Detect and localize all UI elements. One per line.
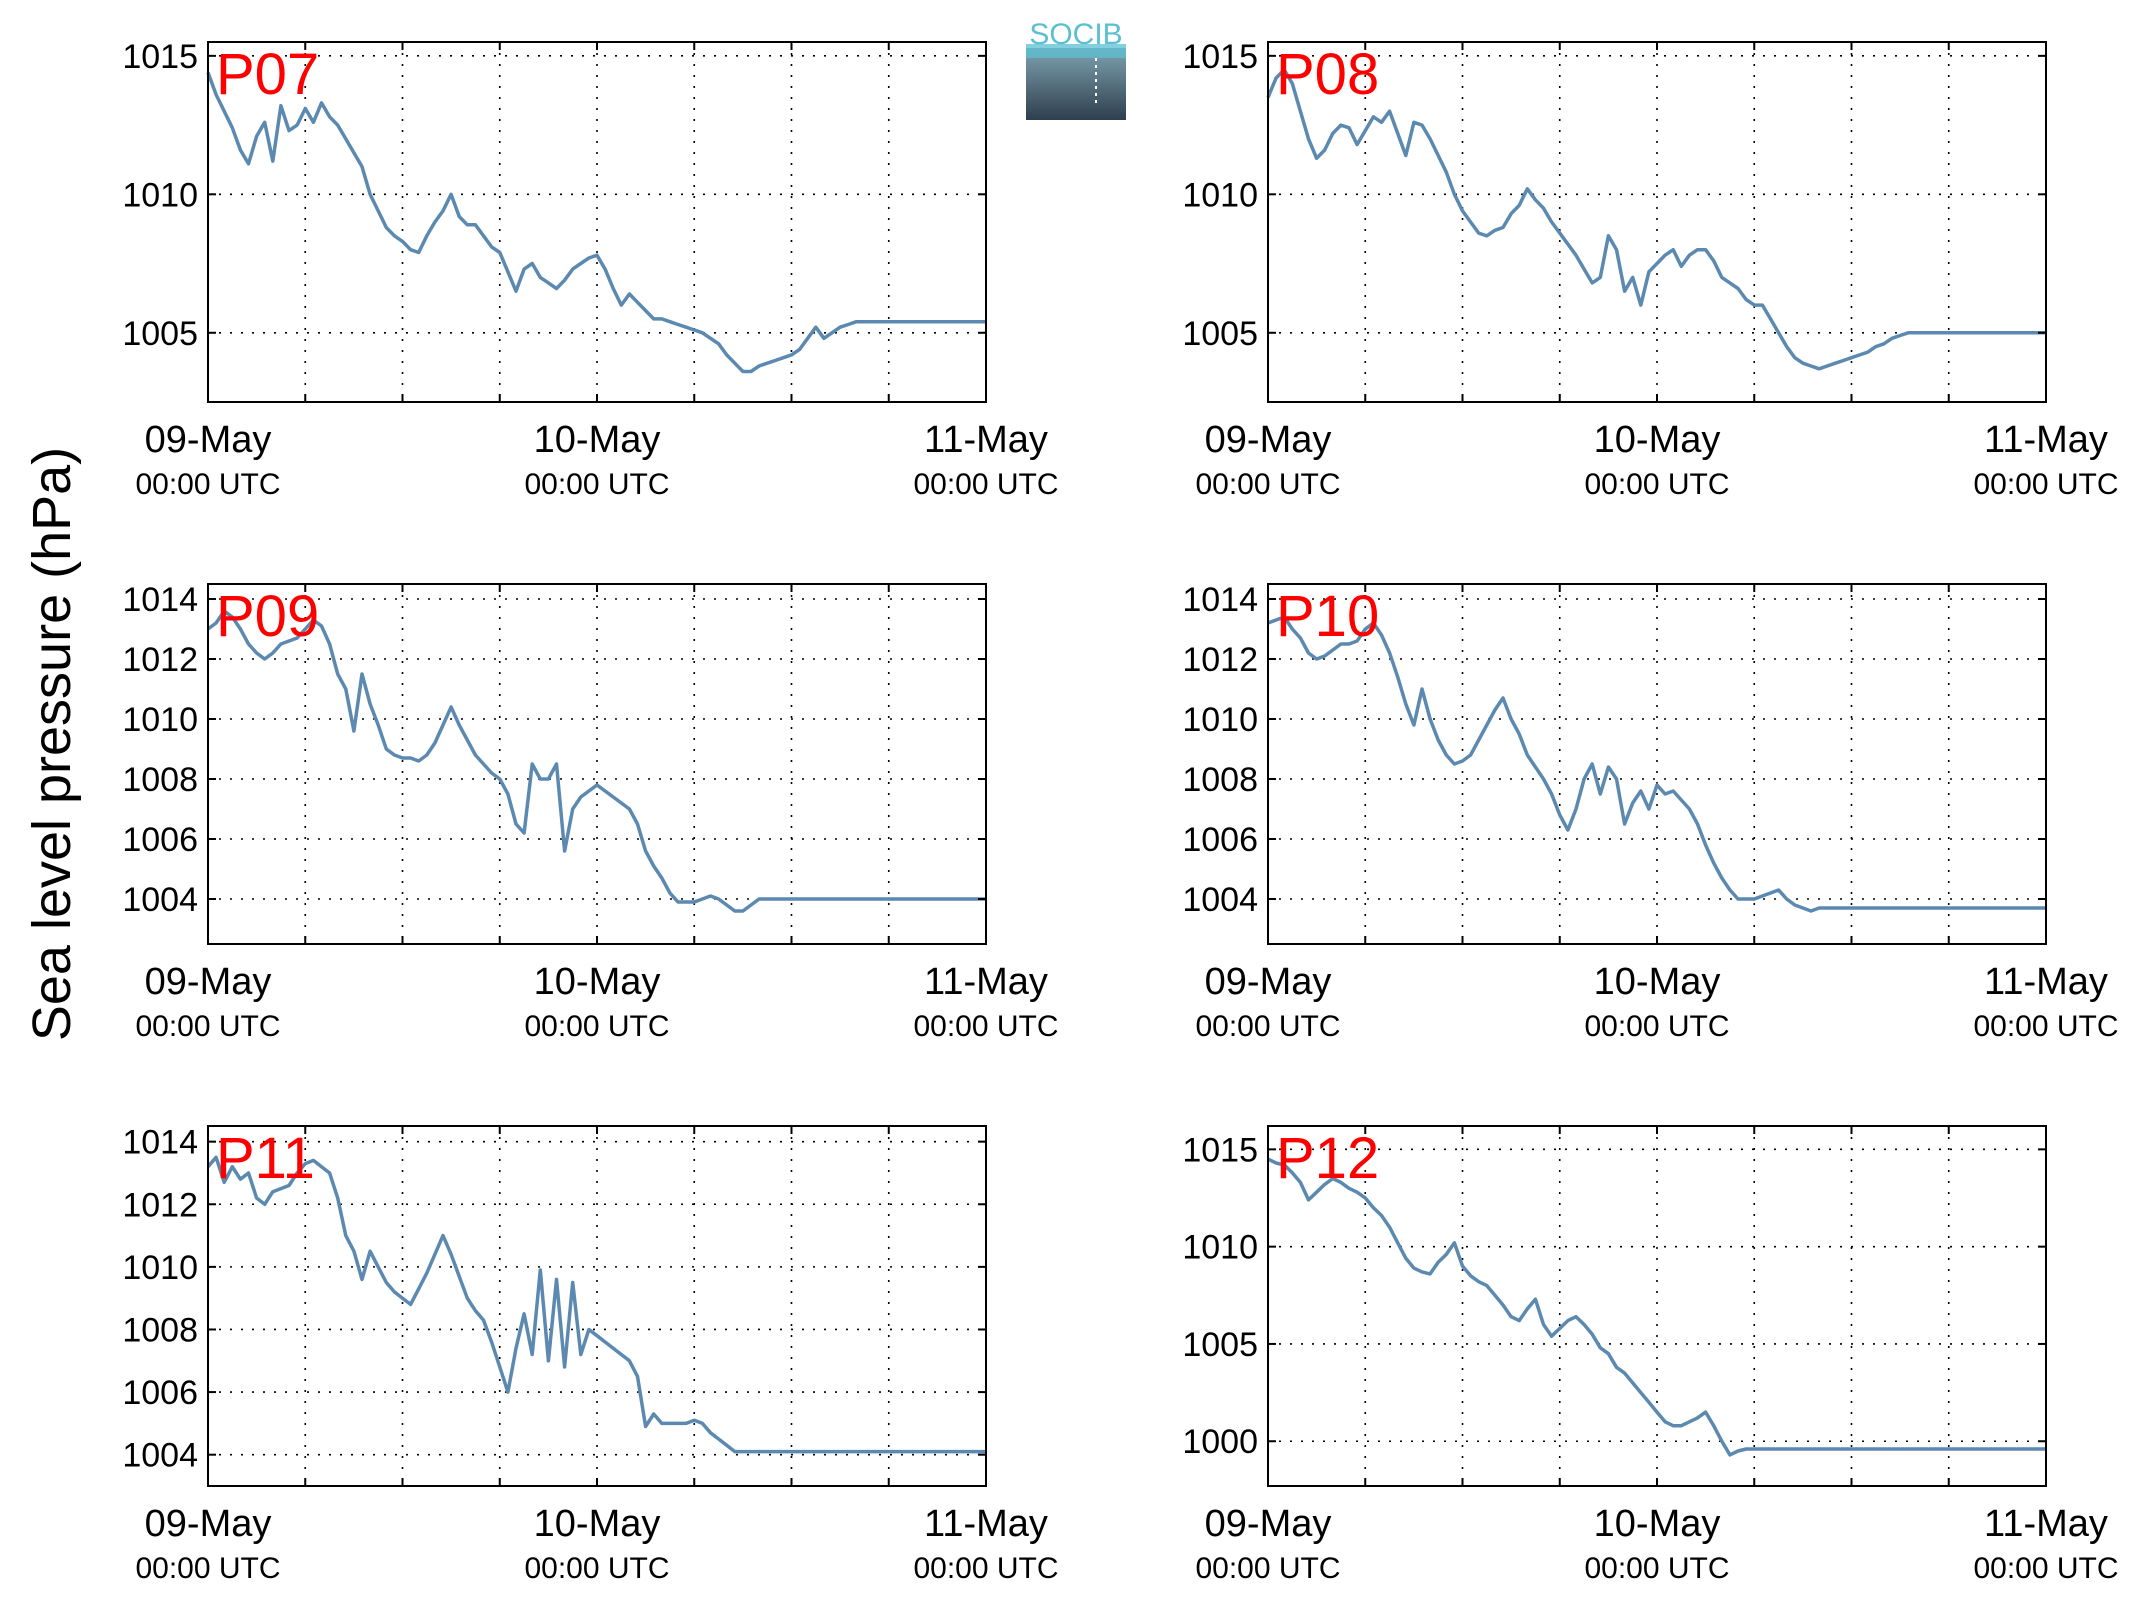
panel-label-p10: P10: [1276, 584, 1379, 649]
panel-p08: 1005 1010 1015 09-May 00:00 UTC 10-May 00:00 U…: [1182, 38, 2118, 501]
x-tick-label-date: 10-May: [534, 1503, 661, 1545]
x-tick-label-time: 00:00 UTC: [913, 1552, 1058, 1585]
y-tick-label: 1014: [1182, 581, 1258, 619]
y-tick-label: 1004: [122, 1437, 198, 1475]
y-tick-label: 1008: [122, 761, 198, 799]
y-tick-label: 1014: [122, 1124, 198, 1162]
y-tick-label: 1010: [1182, 1229, 1258, 1267]
logo-top-band: [1026, 44, 1126, 58]
x-tick-label-date: 11-May: [924, 419, 1048, 461]
x-tick-label-time: 00:00 UTC: [524, 468, 669, 501]
y-tick-label: 1005: [1182, 1326, 1258, 1364]
x-tick-label-date: 11-May: [1984, 1503, 2108, 1545]
panel-label-p11: P11: [216, 1126, 315, 1191]
x-tick-label-time: 00:00 UTC: [1973, 1010, 2118, 1043]
x-tick-label-time: 00:00 UTC: [135, 468, 280, 501]
axes-frame: [207, 583, 987, 945]
x-tick-label-date: 09-May: [145, 1503, 272, 1545]
panel-p12: 1000 1005 1010 1015 09-May 00:00 UTC 10-May 00:…: [1182, 1125, 2119, 1585]
x-tick-label-time: 00:00 UTC: [135, 1552, 280, 1585]
y-tick-label: 1012: [1182, 641, 1258, 679]
y-tick-label: 1010: [122, 1249, 198, 1287]
x-tick-label-time: 00:00 UTC: [1973, 468, 2118, 501]
y-tick-label: 1005: [1182, 315, 1258, 353]
x-tick-label-time: 00:00 UTC: [913, 468, 1058, 501]
series-line-p07: [206, 71, 986, 374]
x-tick-label-date: 09-May: [1205, 1503, 1332, 1545]
x-tick-label-date: 09-May: [145, 419, 272, 461]
x-tick-label-time: 00:00 UTC: [913, 1010, 1058, 1043]
x-tick-label-date: 10-May: [534, 419, 661, 461]
x-tick-label-date: 10-May: [1594, 419, 1721, 461]
x-tick-label-date: 11-May: [924, 1503, 1048, 1545]
y-tick-label: 1010: [122, 176, 198, 214]
y-tick-label: 1004: [122, 881, 198, 919]
x-tick-label-date: 09-May: [1205, 961, 1332, 1003]
axes-frame: [207, 41, 987, 403]
y-tick-label: 1014: [122, 581, 198, 619]
x-tick-label-time: 00:00 UTC: [1973, 1552, 2118, 1585]
panel-label-p08: P08: [1276, 42, 1379, 107]
y-tick-label: 1010: [122, 701, 198, 739]
panel-label-p07: P07: [216, 42, 319, 107]
x-tick-label-date: 10-May: [1594, 1503, 1721, 1545]
x-tick-label-time: 00:00 UTC: [1584, 1010, 1729, 1043]
x-tick-label-date: 11-May: [1984, 961, 2108, 1003]
axes-frame: [207, 1125, 987, 1487]
y-tick-label: 1006: [122, 1374, 198, 1412]
panel-p09: 1004 1006 1008 1010 1012 1014 09-May 00:00 UTC 1…: [122, 581, 1058, 1043]
socib-logo: SOCIB: [1026, 18, 1126, 120]
series-line-p11: [206, 1155, 986, 1454]
x-tick-label-time: 00:00 UTC: [524, 1010, 669, 1043]
x-tick-label-time: 00:00 UTC: [524, 1552, 669, 1585]
x-tick-label-time: 00:00 UTC: [1195, 1010, 1340, 1043]
panel-label-p09: P09: [216, 584, 319, 649]
y-tick-label: 1010: [1182, 176, 1258, 214]
series-line-p10: [1267, 615, 2046, 913]
x-tick-label-time: 00:00 UTC: [1195, 1552, 1340, 1585]
y-axis-label: Sea level pressure (hPa): [22, 447, 82, 1041]
series-line-p09: [206, 609, 986, 913]
y-tick-label: 1004: [1182, 881, 1258, 919]
y-tick-label: 1015: [1182, 38, 1258, 76]
y-tick-label: 1000: [1182, 1423, 1258, 1461]
panel-p10: 1004 1006 1008 1010 1012 1014 09-May 00:00 UTC 1…: [1182, 581, 2118, 1043]
y-tick-label: 1010: [1182, 701, 1258, 739]
axes-frame: [1267, 41, 2047, 403]
x-tick-label-date: 11-May: [924, 961, 1048, 1003]
y-tick-label: 1015: [1182, 1131, 1258, 1169]
y-tick-label: 1006: [122, 821, 198, 859]
axes-frame: [1267, 1125, 2047, 1487]
series-line-p08: [1266, 67, 2046, 371]
logo-band: [1026, 48, 1126, 120]
y-tick-label: 1012: [122, 641, 198, 679]
y-tick-label: 1012: [122, 1186, 198, 1224]
y-tick-label: 1005: [122, 315, 198, 353]
y-tick-label: 1008: [122, 1311, 198, 1349]
series-line-p12: [1267, 1157, 2046, 1457]
x-tick-label-time: 00:00 UTC: [1584, 468, 1729, 501]
y-tick-label: 1015: [122, 38, 198, 76]
x-tick-label-date: 10-May: [534, 961, 661, 1003]
x-tick-label-date: 11-May: [1984, 419, 2108, 461]
x-tick-label-date: 09-May: [1205, 419, 1332, 461]
logo-text: SOCIB: [1029, 18, 1122, 51]
y-tick-label: 1006: [1182, 821, 1258, 859]
x-tick-label-date: 09-May: [145, 961, 272, 1003]
x-tick-label-time: 00:00 UTC: [1195, 468, 1340, 501]
x-tick-label-date: 10-May: [1594, 961, 1721, 1003]
x-tick-label-time: 00:00 UTC: [1584, 1552, 1729, 1585]
x-tick-label-time: 00:00 UTC: [135, 1010, 280, 1043]
panel-p07: 1005 1010 1015 09-May 00:00 UTC 10-May 00:00 U…: [122, 38, 1058, 501]
panel-p11: 1004 1006 1008 1010 1012 1014 09-May 00:00 UTC 1…: [122, 1124, 1058, 1585]
y-tick-label: 1008: [1182, 761, 1258, 799]
panel-label-p12: P12: [1276, 1126, 1379, 1191]
